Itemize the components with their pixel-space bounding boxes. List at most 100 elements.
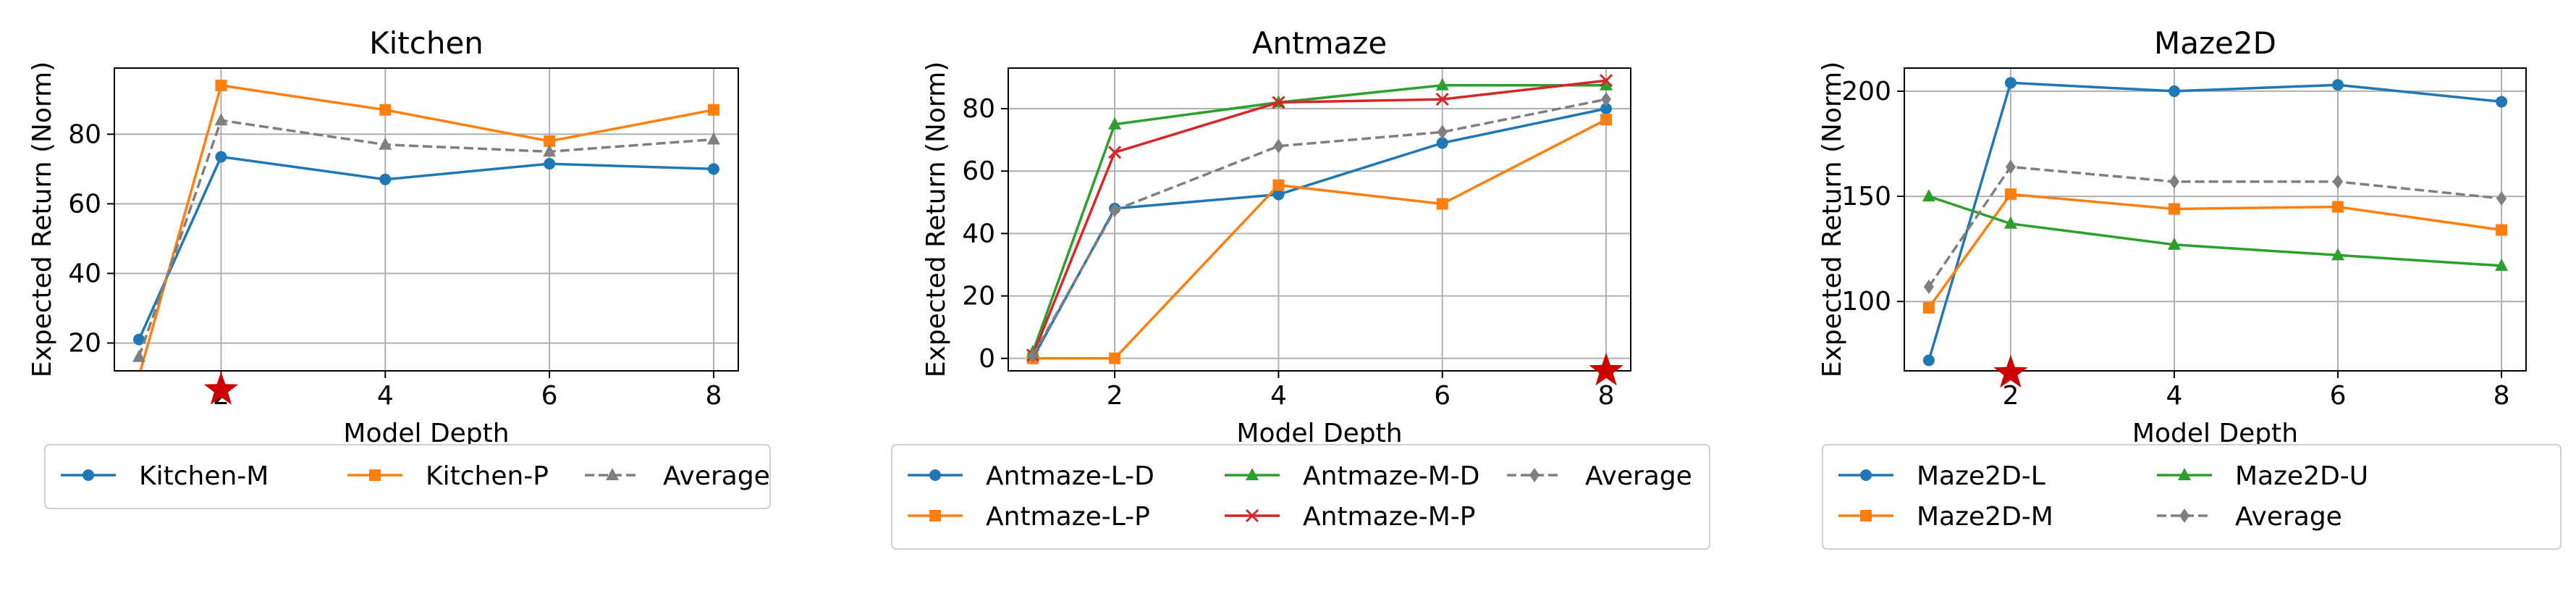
x-tick-label: 4 bbox=[2166, 381, 2183, 411]
data-point bbox=[1601, 92, 1612, 107]
data-point bbox=[707, 104, 719, 116]
legend-frame bbox=[1822, 444, 2562, 550]
chart-title: Kitchen bbox=[369, 25, 483, 61]
legend-frame bbox=[891, 444, 1710, 550]
chart-title: Antmaze bbox=[1252, 25, 1387, 61]
data-point bbox=[1600, 78, 1613, 91]
legend-marker bbox=[1245, 508, 1259, 523]
data-point bbox=[1272, 179, 1285, 191]
legend-frame bbox=[44, 444, 771, 509]
data-point bbox=[1435, 93, 1449, 106]
legend-item: Antmaze-M-P bbox=[1225, 502, 1475, 532]
data-point bbox=[2495, 258, 2509, 271]
legend-label: Kitchen-M bbox=[139, 461, 269, 491]
x-axis-label: Model Depth bbox=[2132, 419, 2298, 448]
series-average bbox=[1027, 92, 1612, 364]
data-point bbox=[1108, 146, 1122, 159]
data-point bbox=[1435, 78, 1449, 91]
legend-item: Kitchen-M bbox=[61, 461, 269, 491]
plot-area bbox=[1922, 77, 2509, 366]
y-tick-label: 0 bbox=[979, 344, 995, 374]
series-kitchen-m bbox=[133, 151, 719, 345]
data-point bbox=[215, 80, 227, 92]
series-line bbox=[1927, 193, 2502, 309]
legend-label: Average bbox=[1585, 461, 1692, 491]
x-tick-label: 8 bbox=[2493, 381, 2510, 411]
data-point bbox=[2496, 190, 2507, 206]
legend-item: Average bbox=[585, 461, 770, 491]
data-point bbox=[1600, 114, 1613, 126]
data-point bbox=[1272, 188, 1285, 201]
series-line bbox=[1927, 81, 2502, 361]
legend-item: Maze2D-M bbox=[1838, 502, 2053, 532]
data-point bbox=[133, 333, 145, 345]
legend-label: Antmaze-M-D bbox=[1303, 461, 1480, 491]
series-line bbox=[1031, 79, 1607, 356]
legend-marker bbox=[1529, 468, 1540, 482]
data-point bbox=[2168, 85, 2180, 97]
axes-frame bbox=[114, 67, 739, 372]
y-tick-label: 150 bbox=[1841, 182, 1891, 211]
data-point bbox=[1110, 203, 1120, 218]
legend-item: Maze2D-L bbox=[1838, 461, 2045, 491]
data-point bbox=[706, 132, 720, 145]
chart-title: Maze2D bbox=[2154, 25, 2276, 61]
data-point bbox=[2005, 159, 2016, 175]
x-tick-label: 2 bbox=[1107, 381, 1123, 411]
y-tick-label: 40 bbox=[962, 219, 995, 248]
data-point bbox=[2496, 96, 2508, 108]
series-line bbox=[139, 84, 714, 371]
data-point bbox=[2169, 174, 2179, 189]
best-depth-star-icon bbox=[1993, 354, 2028, 388]
data-point bbox=[1437, 125, 1448, 140]
legend-marker bbox=[606, 468, 619, 480]
legend-item: Antmaze-M-D bbox=[1225, 461, 1480, 491]
axes-frame bbox=[1008, 67, 1631, 372]
y-tick-label: 80 bbox=[962, 94, 995, 124]
data-point bbox=[379, 137, 392, 150]
data-point bbox=[2004, 188, 2017, 201]
data-point bbox=[2168, 203, 2180, 215]
legend-item: Antmaze-L-P bbox=[908, 502, 1150, 532]
y-tick-label: 60 bbox=[962, 156, 995, 186]
data-point bbox=[1923, 279, 1934, 294]
data-point bbox=[215, 151, 227, 163]
series-average bbox=[132, 113, 720, 362]
data-point bbox=[2003, 216, 2017, 229]
legend-marker bbox=[1860, 469, 1872, 481]
data-point bbox=[1273, 138, 1284, 154]
data-point bbox=[544, 135, 556, 147]
legend: Kitchen-M Kitchen-P Average bbox=[44, 444, 771, 509]
data-point bbox=[2332, 201, 2344, 213]
y-tick-label: 100 bbox=[1841, 287, 1891, 317]
data-point bbox=[1922, 189, 1935, 202]
series-line bbox=[1031, 98, 1607, 357]
legend-label: Kitchen-P bbox=[426, 461, 549, 491]
x-tick-label: 2 bbox=[2002, 381, 2019, 411]
x-tick-label: 6 bbox=[541, 381, 558, 411]
legend-label: Antmaze-L-D bbox=[986, 461, 1154, 491]
x-tick-label: 6 bbox=[2330, 381, 2347, 411]
legend-marker bbox=[83, 469, 94, 481]
data-point bbox=[1108, 117, 1122, 130]
legend-item: Kitchen-P bbox=[347, 461, 549, 491]
legend-label: Average bbox=[2235, 502, 2342, 532]
series-maze2d-u bbox=[1922, 189, 2509, 271]
series-kitchen-p bbox=[133, 80, 719, 371]
legend-item: Average bbox=[2157, 502, 2342, 532]
legend-label: Average bbox=[663, 461, 770, 491]
legend-marker bbox=[1860, 510, 1872, 521]
x-tick-label: 6 bbox=[1434, 381, 1450, 411]
plot-area bbox=[132, 80, 720, 371]
data-point bbox=[2004, 77, 2017, 89]
plot-area bbox=[1026, 74, 1613, 364]
legend-item: Maze2D-U bbox=[2157, 461, 2368, 491]
legend-label: Maze2D-L bbox=[1917, 461, 2045, 491]
data-point bbox=[2332, 79, 2344, 91]
data-point bbox=[133, 370, 145, 371]
x-tick-label: 8 bbox=[1598, 381, 1615, 411]
y-tick-label: 40 bbox=[68, 259, 101, 288]
best-depth-star-icon bbox=[203, 372, 239, 405]
y-axis-label: Expected Return (Norm) bbox=[921, 62, 951, 378]
